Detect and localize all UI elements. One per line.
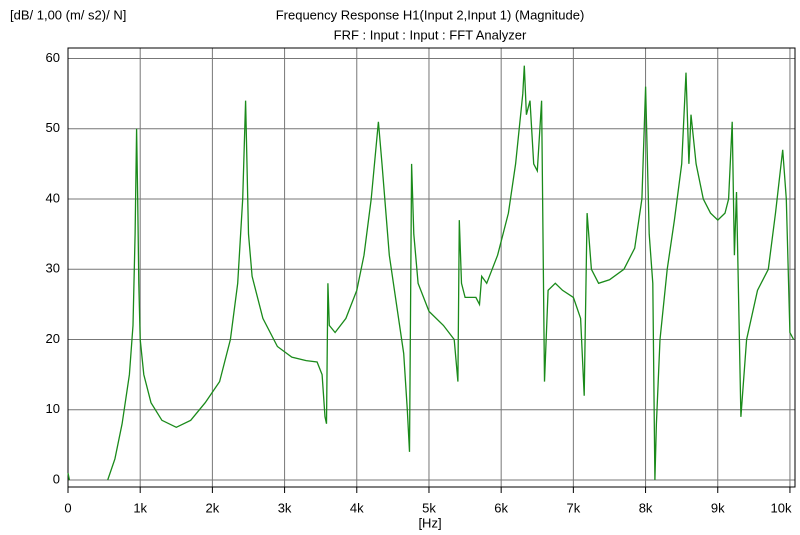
y-tick-label: 60 [46, 50, 60, 65]
chart-subtitle: FRF : Input : Input : FFT Analyzer [334, 27, 527, 42]
line-series [67, 65, 795, 481]
x-tick-label: 4k [350, 500, 364, 515]
x-tick-label: 6k [494, 500, 508, 515]
x-tick-label: 1k [133, 500, 147, 515]
x-tick-label: 8k [639, 500, 653, 515]
x-tick-label: 7k [566, 500, 580, 515]
x-tick-label: 10k [771, 500, 792, 515]
chart-title: Frequency Response H1(Input 2,Input 1) (… [276, 7, 585, 22]
y-tick-label: 20 [46, 331, 60, 346]
x-tick-label: 9k [711, 500, 725, 515]
plot-frame [67, 47, 796, 488]
x-tick-label: 5k [422, 500, 436, 515]
x-axis-label: [Hz] [418, 515, 441, 530]
y-tick-label: 10 [46, 401, 60, 416]
y-tick-label: 40 [46, 190, 60, 205]
y-tick-label: 30 [46, 261, 60, 276]
x-tick-label: 2k [206, 500, 220, 515]
y-tick-label: 0 [53, 471, 60, 486]
x-tick-label: 0 [64, 500, 71, 515]
x-tick-label: 3k [278, 500, 292, 515]
y-axis-label: [dB/ 1,00 (m/ s2)/ N] [10, 7, 126, 22]
y-tick-label: 50 [46, 120, 60, 135]
